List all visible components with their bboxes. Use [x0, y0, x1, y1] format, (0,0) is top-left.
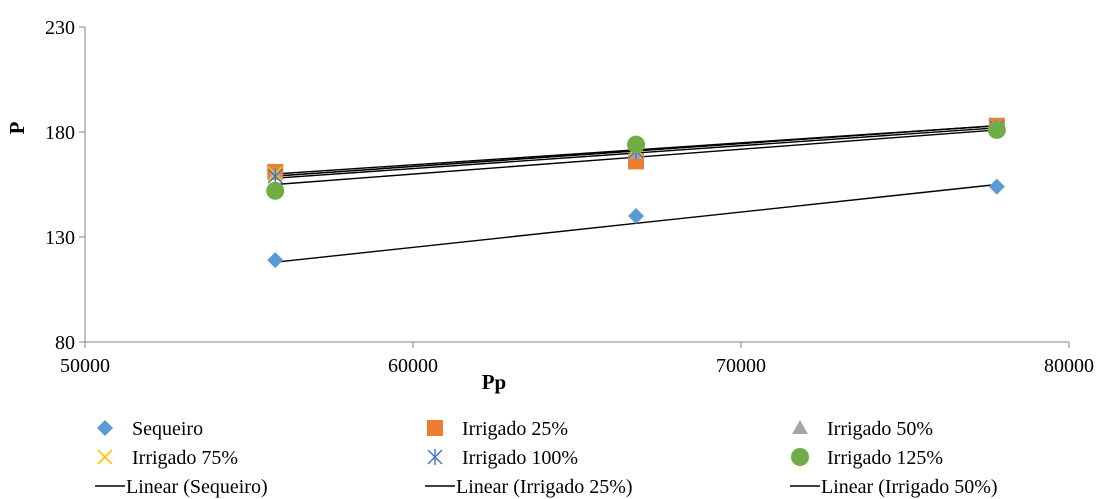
data-point: [627, 135, 646, 154]
legend-marker: [427, 420, 443, 436]
legend-item: Irrigado 25%: [427, 418, 568, 440]
legend-item: Linear (Irrigado 50%): [790, 476, 998, 498]
y-tick-label: 130: [45, 227, 75, 249]
legend-item: Irrigado 75%: [97, 447, 238, 469]
legend-marker: [97, 420, 113, 436]
data-point: [988, 178, 1005, 195]
axes: 80 130 180 230 50000 60000 70000 80000: [45, 17, 1094, 377]
legend-item: Linear (Sequeiro): [95, 476, 268, 498]
legend-label: Irrigado 75%: [132, 447, 238, 469]
data-points: [266, 117, 1006, 269]
y-tick-label: 80: [55, 332, 75, 354]
legend-label: Linear (Sequeiro): [126, 476, 268, 498]
data-point: [266, 181, 285, 200]
legend-label: Sequeiro: [132, 418, 203, 440]
y-axis-title: P: [5, 121, 29, 134]
legend-label: Linear (Irrigado 50%): [821, 476, 998, 498]
data-point: [267, 168, 283, 185]
data-point: [628, 208, 645, 224]
legend-item: Irrigado 100%: [427, 447, 578, 469]
legend-label: Irrigado 25%: [462, 418, 568, 440]
data-point: [987, 120, 1006, 139]
x-axis-title: Pp: [482, 370, 507, 394]
x-tick-label: 50000: [60, 355, 110, 377]
legend-item: Sequeiro: [97, 418, 203, 440]
legend-marker: [97, 449, 113, 465]
legend-label: Irrigado 50%: [827, 418, 933, 440]
legend-item: Irrigado 50%: [792, 418, 933, 440]
x-tick-label: 60000: [388, 355, 438, 377]
legend-label: Irrigado 100%: [462, 447, 578, 469]
x-tick-label: 80000: [1044, 355, 1094, 377]
legend-label: Linear (Irrigado 25%): [456, 476, 633, 498]
y-tick-label: 230: [45, 17, 75, 39]
legend: Sequeiro Irrigado 25% Irrigado 50% Irrigado…: [95, 418, 998, 498]
x-tick-label: 70000: [716, 355, 766, 377]
legend-item: Irrigado 125%: [791, 447, 943, 469]
legend-marker: [427, 449, 443, 465]
legend-item: Linear (Irrigado 25%): [425, 476, 633, 498]
legend-marker: [791, 448, 809, 466]
legend-label: Irrigado 125%: [827, 447, 943, 469]
data-point: [267, 252, 284, 269]
legend-marker: [792, 420, 808, 434]
y-tick-label: 180: [45, 122, 75, 144]
